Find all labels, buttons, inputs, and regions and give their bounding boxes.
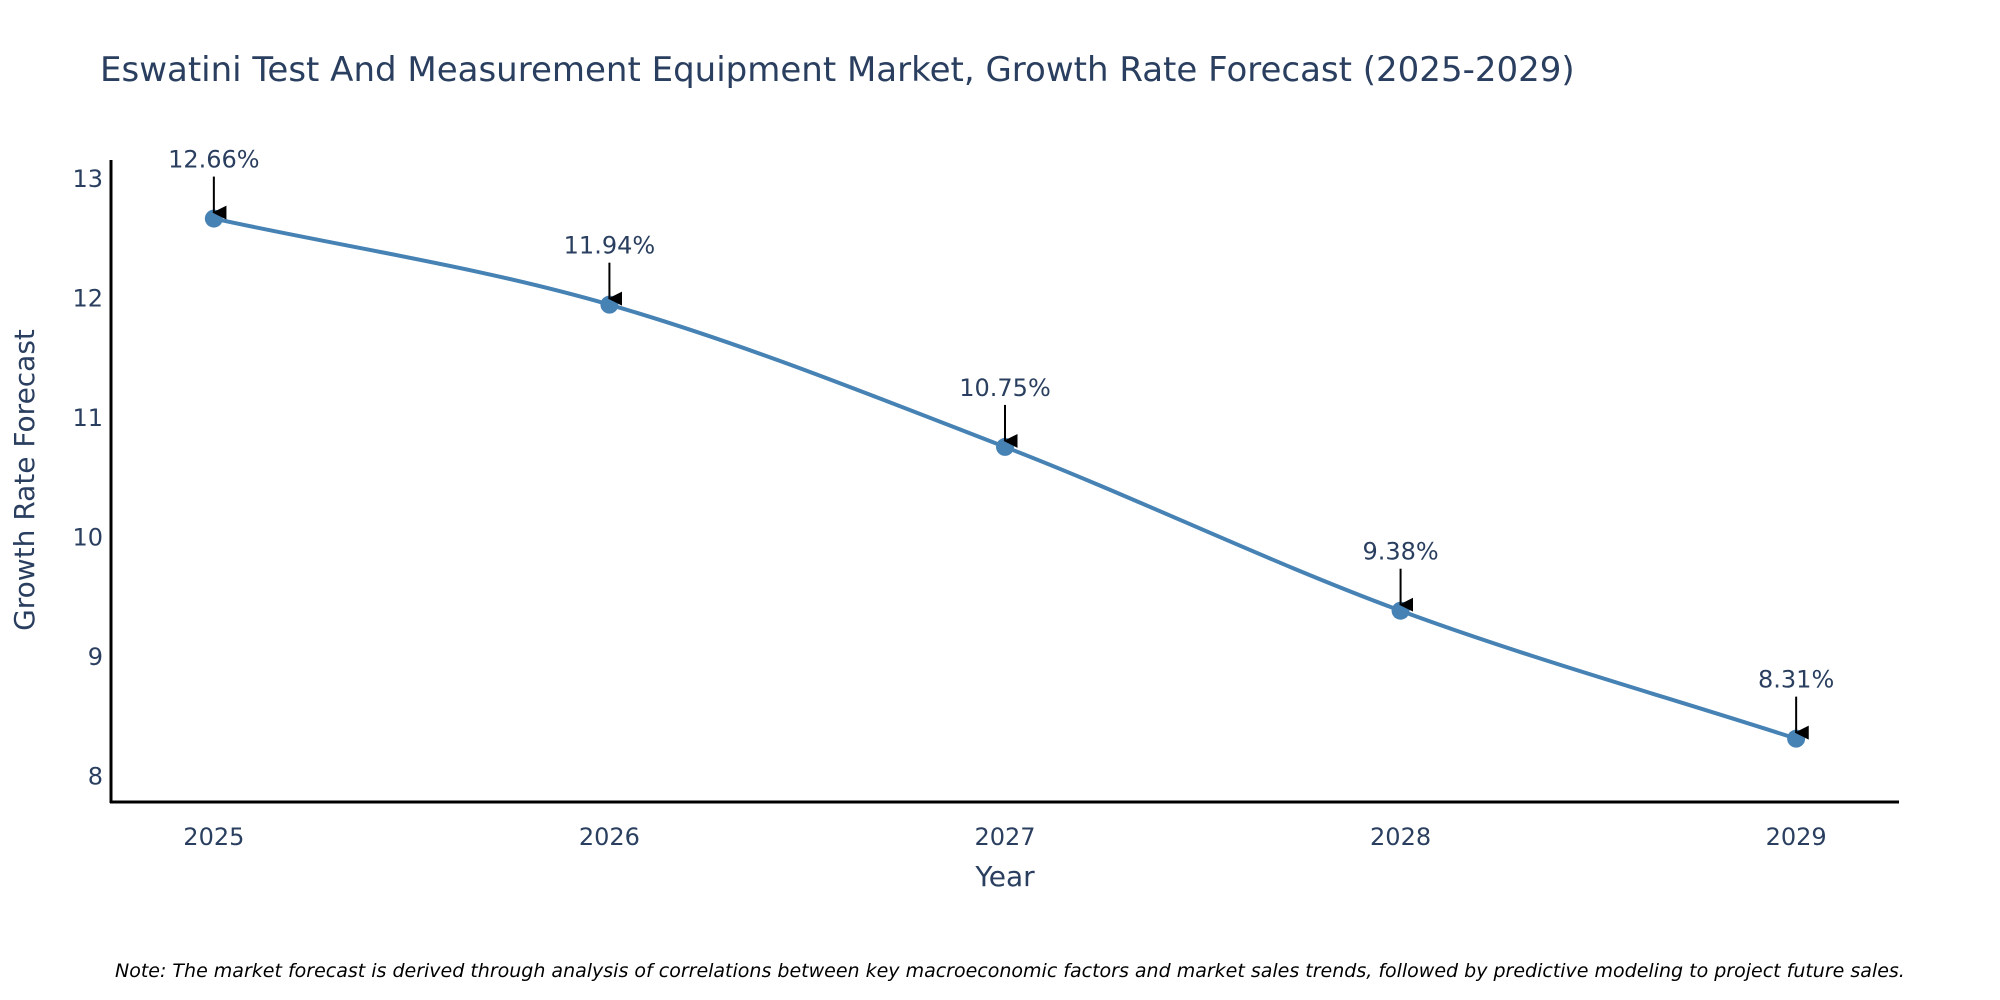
x-tick-label: 2025 xyxy=(183,823,244,851)
y-tick-label: 12 xyxy=(72,284,103,312)
x-tick-label: 2027 xyxy=(974,823,1035,851)
x-tick-label: 2028 xyxy=(1370,823,1431,851)
y-tick-label: 13 xyxy=(72,165,103,193)
chart-title: Eswatini Test And Measurement Equipment … xyxy=(100,50,1575,90)
y-axis-title: Growth Rate Forecast xyxy=(8,329,41,631)
x-tick-label: 2029 xyxy=(1766,823,1827,851)
y-tick-label: 9 xyxy=(88,643,103,671)
data-label: 8.31% xyxy=(1758,666,1834,694)
data-label: 12.66% xyxy=(168,146,260,174)
x-axis-title: Year xyxy=(974,860,1035,893)
y-axis-ticks: 8 9 10 11 12 13 xyxy=(72,165,103,791)
data-label: 10.75% xyxy=(959,374,1051,402)
y-tick-label: 10 xyxy=(72,524,103,552)
x-tick-label: 2026 xyxy=(579,823,640,851)
growth-rate-series-line xyxy=(211,216,1799,741)
data-label-annotations: 12.66% 11.94% 10.75% 9.38% 8.31% xyxy=(168,146,1834,740)
y-tick-label: 8 xyxy=(88,763,103,791)
y-tick-label: 11 xyxy=(72,404,103,432)
forecast-note: Note: The market forecast is derived thr… xyxy=(115,960,1905,982)
data-label: 11.94% xyxy=(564,232,656,260)
data-label: 9.38% xyxy=(1362,538,1438,566)
x-axis-ticks: 2025 2026 2027 2028 2029 xyxy=(183,823,1826,851)
